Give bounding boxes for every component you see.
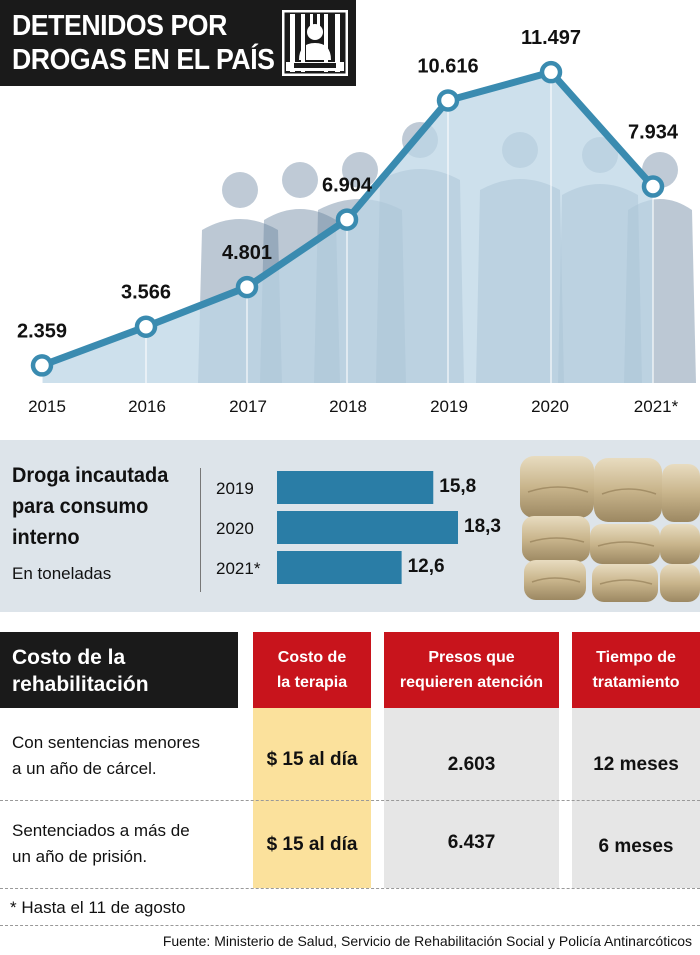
x-tick-2018: 2018 [329, 397, 367, 416]
data-point-2021 [641, 175, 665, 198]
bar-2020 [277, 511, 458, 544]
row-1-inmates: 2.603 [447, 754, 496, 775]
row-1-label-line-1: Con sentencias menores [12, 733, 201, 752]
chart-title-line-1: DETENIDOS POR [12, 10, 227, 42]
header-inmates-line-1: Presos que [428, 649, 515, 666]
table-title-line-1: Costo de la [12, 646, 126, 669]
value-label-2019: 10.616 [417, 55, 478, 77]
bar-value-2019: 15,8 [439, 476, 476, 497]
x-tick-2015: 2015 [28, 397, 66, 416]
bar-2021 [277, 551, 402, 584]
row-divider [0, 800, 700, 801]
jail-bars-icon [282, 10, 348, 76]
line-chart-section: 2.359 3.566 4.801 6.904 10.616 11.497 7.934 20… [0, 0, 700, 440]
bar-value-2021: 12,6 [408, 556, 445, 577]
header-cost: Costo de la terapia [253, 632, 371, 708]
bar-divider [200, 468, 201, 592]
header-inmates-line-2: requieren atención [399, 674, 544, 691]
row-2-label-line-2: un año de prisión. [12, 847, 148, 866]
chart-title-line-2: DROGAS EN EL PAÍS [12, 44, 275, 76]
data-point-2019 [436, 89, 460, 112]
row-1-cost: $ 15 al día [266, 749, 358, 770]
bar-category-2021: 2021* [216, 559, 261, 578]
time-column-bg [572, 708, 700, 888]
x-tick-2020: 2020 [531, 397, 569, 416]
x-tick-2016: 2016 [128, 397, 166, 416]
inmates-column-bg [384, 708, 559, 888]
header-inmates: Presos que requieren atención [384, 632, 559, 708]
bar-title-line-2: para consumo [12, 495, 149, 518]
row-1-time: 12 meses [593, 754, 679, 775]
chart-title-box: DETENIDOS POR DROGAS EN EL PAÍS [0, 0, 356, 86]
footnote: * Hasta el 11 de agosto [10, 898, 186, 917]
value-label-2018: 6.904 [322, 175, 373, 197]
header-time-line-1: Tiempo de [596, 649, 676, 666]
x-tick-2019: 2019 [430, 397, 468, 416]
data-point-2015 [30, 354, 54, 377]
x-tick-2017: 2017 [229, 397, 267, 416]
data-point-2018 [335, 208, 359, 231]
header-time-line-2: tratamiento [592, 674, 680, 691]
header-cost-line-1: Costo de [277, 649, 347, 666]
header-time: Tiempo de tratamiento [572, 632, 700, 708]
bar-2019 [277, 471, 434, 504]
row-2-inmates: 6.437 [447, 832, 496, 853]
row-2-cost: $ 15 al día [266, 834, 358, 855]
photo-figure-head [282, 162, 318, 198]
header-cost-line-2: la terapia [276, 674, 348, 691]
data-point-2017 [235, 275, 259, 299]
bar-title-line-3: interno [12, 526, 80, 549]
bar-category-2020: 2020 [216, 519, 254, 538]
photo-figure-head [342, 152, 378, 188]
photo-figure-head [222, 172, 258, 208]
value-label-2016: 3.566 [121, 282, 171, 304]
value-label-2020: 11.497 [521, 27, 581, 49]
data-point-2016 [134, 315, 158, 338]
source-credit: Fuente: Ministerio de Salud, Servicio de… [162, 933, 692, 949]
value-label-2021: 7.934 [628, 122, 679, 144]
row-2-label: Sentenciados a más de un año de prisión. [12, 818, 190, 870]
value-label-2017: 4.801 [222, 242, 272, 264]
bar-value-2020: 18,3 [464, 516, 501, 537]
bar-subtitle: En toneladas [12, 564, 112, 583]
seized-drugs-section: Droga incautada para consumo interno En … [0, 440, 700, 612]
bar-category-2019: 2019 [216, 479, 254, 498]
x-tick-2021: 2021* [634, 397, 679, 416]
seized-drugs-bar-chart: 2019 15,8 2020 18,3 2021* 12,6 [216, 471, 501, 584]
value-label-2015: 2.359 [17, 320, 67, 342]
table-title-line-2: rehabilitación [12, 673, 149, 696]
row-2-label-line-1: Sentenciados a más de [12, 821, 190, 840]
footnote-divider [0, 925, 700, 926]
table-title: Costo de la rehabilitación [0, 632, 238, 708]
data-point-2020 [539, 60, 563, 84]
table-bottom-divider [0, 888, 700, 889]
row-1-label: Con sentencias menores a un año de cárce… [12, 730, 200, 782]
row-1-label-line-2: a un año de cárcel. [12, 759, 157, 778]
row-2-time: 6 meses [598, 836, 674, 857]
rehab-cost-table: Costo de la rehabilitación Costo de la t… [0, 612, 700, 955]
detainees-line-chart: 2.359 3.566 4.801 6.904 10.616 11.497 7.934 20… [17, 27, 696, 416]
bar-title-line-1: Droga incautada [12, 464, 169, 487]
cost-column-bg [253, 708, 371, 888]
drug-bales-icon [520, 456, 700, 602]
